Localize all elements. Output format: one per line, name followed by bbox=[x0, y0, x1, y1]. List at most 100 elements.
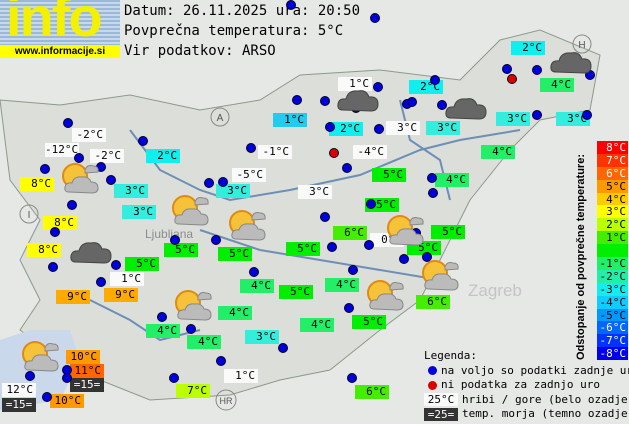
station-ok-icon[interactable] bbox=[374, 124, 384, 134]
station-ok-icon[interactable] bbox=[216, 356, 226, 366]
station-ok-icon[interactable] bbox=[532, 110, 542, 120]
station-ok-icon[interactable] bbox=[348, 265, 358, 275]
station-ok-icon[interactable] bbox=[437, 100, 447, 110]
station-temperature[interactable]: 2°C bbox=[329, 122, 363, 136]
station-temperature[interactable]: -5°C bbox=[232, 168, 266, 182]
station-ok-icon[interactable] bbox=[344, 303, 354, 313]
station-ok-icon[interactable] bbox=[366, 199, 376, 209]
station-ok-icon[interactable] bbox=[74, 153, 84, 163]
station-temperature[interactable]: 9°C bbox=[56, 290, 90, 304]
station-ok-icon[interactable] bbox=[428, 188, 438, 198]
station-temperature[interactable]: 3°C bbox=[496, 112, 530, 126]
station-ok-icon[interactable] bbox=[249, 267, 259, 277]
station-ok-icon[interactable] bbox=[427, 173, 437, 183]
station-ok-icon[interactable] bbox=[278, 343, 288, 353]
station-ok-icon[interactable] bbox=[320, 96, 330, 106]
station-temperature[interactable]: -1°C bbox=[258, 145, 292, 159]
station-temperature[interactable]: -12°C bbox=[45, 143, 79, 157]
station-temperature[interactable]: 8°C bbox=[43, 216, 77, 230]
station-temperature[interactable]: 5°C bbox=[164, 243, 198, 257]
station-temperature[interactable]: 5°C bbox=[125, 257, 159, 271]
station-temperature[interactable]: 3°C bbox=[386, 121, 420, 135]
station-ok-icon[interactable] bbox=[364, 240, 374, 250]
station-ok-icon[interactable] bbox=[342, 163, 352, 173]
station-temperature[interactable]: =15= bbox=[70, 378, 104, 392]
station-temperature[interactable]: 4°C bbox=[187, 335, 221, 349]
station-ok-icon[interactable] bbox=[407, 97, 417, 107]
station-temperature[interactable]: 6°C bbox=[416, 295, 450, 309]
station-ok-icon[interactable] bbox=[211, 235, 221, 245]
station-ok-icon[interactable] bbox=[347, 373, 357, 383]
station-temperature[interactable]: 4°C bbox=[325, 278, 359, 292]
station-temperature[interactable]: 4°C bbox=[218, 306, 252, 320]
station-temperature[interactable]: -2°C bbox=[72, 128, 106, 142]
station-missing-icon[interactable] bbox=[329, 148, 339, 158]
station-ok-icon[interactable] bbox=[204, 178, 214, 188]
station-temperature[interactable]: 1°C bbox=[273, 113, 307, 127]
station-ok-icon[interactable] bbox=[63, 118, 73, 128]
station-ok-icon[interactable] bbox=[67, 200, 77, 210]
station-ok-icon[interactable] bbox=[42, 392, 52, 402]
station-ok-icon[interactable] bbox=[430, 75, 440, 85]
station-ok-icon[interactable] bbox=[111, 260, 121, 270]
station-ok-icon[interactable] bbox=[320, 212, 330, 222]
station-temperature[interactable]: =15= bbox=[2, 398, 36, 412]
station-ok-icon[interactable] bbox=[292, 95, 302, 105]
station-temperature[interactable]: 10°C bbox=[66, 350, 100, 364]
station-temperature[interactable]: 7°C bbox=[176, 384, 210, 398]
station-temperature[interactable]: 3°C bbox=[298, 185, 332, 199]
station-ok-icon[interactable] bbox=[218, 177, 228, 187]
station-ok-icon[interactable] bbox=[370, 13, 380, 23]
station-ok-icon[interactable] bbox=[106, 175, 116, 185]
logo[interactable]: info www.informacije.si bbox=[0, 0, 120, 58]
station-temperature[interactable]: 3°C bbox=[426, 121, 460, 135]
station-temperature[interactable]: 1°C bbox=[110, 272, 144, 286]
station-temperature[interactable]: 2°C bbox=[511, 41, 545, 55]
station-temperature[interactable]: 4°C bbox=[240, 279, 274, 293]
station-temperature[interactable]: 4°C bbox=[540, 78, 574, 92]
station-temperature[interactable]: 4°C bbox=[300, 318, 334, 332]
logo-url[interactable]: www.informacije.si bbox=[0, 45, 120, 58]
station-temperature[interactable]: 1°C bbox=[224, 369, 258, 383]
station-temperature[interactable]: 8°C bbox=[27, 243, 61, 257]
station-temperature[interactable]: 4°C bbox=[435, 173, 469, 187]
station-temperature[interactable]: 1°C bbox=[338, 77, 372, 91]
station-temperature[interactable]: 3°C bbox=[216, 184, 250, 198]
station-ok-icon[interactable] bbox=[157, 312, 167, 322]
station-ok-icon[interactable] bbox=[582, 110, 592, 120]
station-temperature[interactable]: 4°C bbox=[481, 145, 515, 159]
station-temperature[interactable]: 5°C bbox=[286, 242, 320, 256]
station-ok-icon[interactable] bbox=[25, 371, 35, 381]
station-ok-icon[interactable] bbox=[50, 227, 60, 237]
station-missing-icon[interactable] bbox=[507, 74, 517, 84]
station-temperature[interactable]: 12°C bbox=[2, 383, 36, 397]
station-temperature[interactable]: 6°C bbox=[333, 226, 367, 240]
station-temperature[interactable]: 4°C bbox=[146, 324, 180, 338]
station-temperature[interactable]: 6°C bbox=[355, 385, 389, 399]
station-temperature[interactable]: 8°C bbox=[20, 177, 54, 191]
station-temperature[interactable]: 5°C bbox=[218, 247, 252, 261]
station-ok-icon[interactable] bbox=[96, 277, 106, 287]
station-ok-icon[interactable] bbox=[48, 262, 58, 272]
station-ok-icon[interactable] bbox=[422, 252, 432, 262]
station-temperature[interactable]: 9°C bbox=[104, 288, 138, 302]
station-ok-icon[interactable] bbox=[373, 82, 383, 92]
station-ok-icon[interactable] bbox=[40, 164, 50, 174]
station-temperature[interactable]: 3°C bbox=[114, 184, 148, 198]
station-ok-icon[interactable] bbox=[138, 136, 148, 146]
station-temperature[interactable]: 11°C bbox=[70, 364, 104, 378]
station-ok-icon[interactable] bbox=[170, 235, 180, 245]
station-temperature[interactable]: 5°C bbox=[372, 168, 406, 182]
station-temperature[interactable]: -4°C bbox=[353, 145, 387, 159]
station-temperature[interactable]: 2°C bbox=[146, 149, 180, 163]
station-temperature[interactable]: 10°C bbox=[50, 394, 84, 408]
station-temperature[interactable]: 3°C bbox=[122, 205, 156, 219]
station-temperature[interactable]: -2°C bbox=[90, 149, 124, 163]
station-ok-icon[interactable] bbox=[246, 143, 256, 153]
station-ok-icon[interactable] bbox=[286, 0, 296, 10]
station-ok-icon[interactable] bbox=[502, 64, 512, 74]
station-temperature[interactable]: 5°C bbox=[279, 285, 313, 299]
station-temperature[interactable]: 5°C bbox=[352, 315, 386, 329]
station-ok-icon[interactable] bbox=[532, 65, 542, 75]
station-ok-icon[interactable] bbox=[62, 373, 72, 383]
